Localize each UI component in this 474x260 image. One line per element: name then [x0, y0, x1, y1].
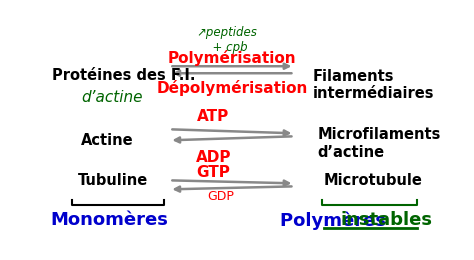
- Text: Filaments
intermédiaires: Filaments intermédiaires: [312, 69, 434, 101]
- Text: Dépolymérisation: Dépolymérisation: [156, 80, 308, 96]
- Text: d’actine: d’actine: [82, 90, 143, 105]
- Text: GTP: GTP: [197, 165, 230, 180]
- Text: Monomères: Monomères: [50, 211, 168, 229]
- Text: Protéines des F.I.: Protéines des F.I.: [52, 68, 195, 83]
- Text: ATP: ATP: [197, 109, 230, 124]
- Text: Polymérisation: Polymérisation: [168, 50, 296, 66]
- Text: ↗peptides
  + cpb: ↗peptides + cpb: [196, 26, 257, 54]
- Text: ADP: ADP: [196, 150, 231, 165]
- Text: Polymères: Polymères: [281, 211, 393, 230]
- Text: Microfilaments
d’actine: Microfilaments d’actine: [317, 127, 440, 160]
- Text: Microtubule: Microtubule: [324, 173, 423, 188]
- Text: GDP: GDP: [208, 190, 234, 203]
- Text: Tubuline: Tubuline: [77, 173, 147, 188]
- Text: instables: instables: [340, 211, 432, 229]
- Text: Actine: Actine: [81, 133, 133, 148]
